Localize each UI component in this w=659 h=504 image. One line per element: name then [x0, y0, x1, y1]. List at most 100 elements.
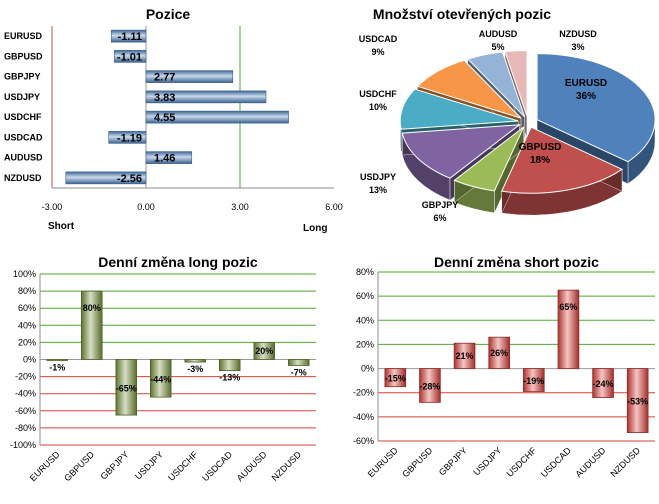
tick-label: 60% [18, 303, 36, 313]
bar [46, 359, 69, 361]
positions-chart-svg: Pozice EURUSD -1.11 GBPUSD -1.01 GBPJPY 2.77 US… [4, 6, 343, 234]
category-label: AUDUSD [574, 445, 608, 479]
bar [626, 368, 649, 433]
pie-slice [501, 126, 624, 194]
bar [419, 368, 441, 403]
category-label: GBPUSD [400, 445, 434, 479]
slice-label: GBPUSD [519, 142, 562, 153]
bar [145, 151, 193, 164]
bar [592, 368, 614, 398]
category-label: GBPUSD [4, 51, 43, 61]
bar [145, 70, 234, 83]
long-change-chart-svg: Denní změna long pozic -100% -80% -60% -40% -… [10, 254, 316, 483]
category-label: AUDUSD [4, 153, 43, 163]
tick-label: 3.00 [231, 202, 249, 212]
pie-slice [401, 124, 522, 179]
bar [108, 131, 147, 144]
open-positions-pie-svg: Množství otevřených pozic EURUSD 36% GBPUSD… [359, 6, 656, 223]
slice-label: GBPJPY [422, 200, 459, 210]
data-label: -13% [219, 373, 240, 383]
data-label: -53% [627, 397, 648, 407]
data-label: 2.77 [154, 72, 175, 84]
tick-label: 20% [18, 337, 36, 347]
category-label: GBPJPY [98, 449, 130, 481]
pie-slice [466, 51, 526, 118]
bar [523, 368, 545, 392]
chart-title: Množství otevřených pozic [373, 6, 551, 22]
chart-title: Pozice [146, 6, 191, 22]
tick-label: -20% [15, 372, 36, 382]
tick-label: -60% [353, 436, 374, 446]
category-label: USDCHF [4, 112, 42, 122]
chart-title: Denní změna long pozic [98, 254, 258, 270]
slice-label: USDCHF [359, 89, 397, 99]
data-label: -65% [116, 383, 137, 393]
data-label: -24% [593, 379, 614, 389]
bar [145, 110, 289, 124]
slice-value-label: 18% [530, 155, 550, 166]
category-label: USDCAD [200, 449, 234, 483]
slice-label: EURUSD [565, 78, 607, 89]
category-label: USDCHF [505, 445, 539, 479]
category-label: NZDUSD [4, 173, 42, 183]
category-label: USDCAD [539, 445, 573, 479]
category-label: USDJPY [471, 445, 503, 477]
tick-label: 0% [23, 355, 36, 365]
tick-label: -3.00 [42, 202, 63, 212]
slice-value-label: 5% [491, 42, 504, 52]
slice-value-label: 10% [369, 102, 387, 112]
slice-value-label: 36% [576, 91, 596, 102]
tick-label: 80% [18, 286, 36, 296]
tick-label: 80% [356, 267, 374, 277]
tick-label: -60% [15, 406, 36, 416]
tick-label: -40% [15, 389, 36, 399]
data-label: 4.55 [154, 112, 175, 124]
bar [488, 336, 510, 369]
category-label: USDJPY [4, 92, 40, 102]
data-label: -44% [150, 374, 171, 384]
category-label: NZDUSD [609, 445, 643, 479]
tick-label: 6.00 [325, 202, 343, 212]
data-label: -7% [291, 367, 307, 377]
bar [184, 359, 206, 363]
short-change-chart-svg: Denní změna short pozic -60% -40% -20% 0% 20%… [353, 254, 655, 479]
bar [453, 342, 476, 369]
data-label: 21% [456, 351, 474, 361]
slice-label: USDCAD [359, 34, 398, 44]
slice-label: NZDUSD [559, 29, 597, 39]
category-label: GBPJPY [437, 445, 469, 477]
category-label: AUDUSD [235, 449, 269, 483]
data-label: -1.01 [117, 51, 142, 63]
category-label: GBPUSD [62, 449, 96, 483]
bar [115, 359, 138, 416]
chart-title: Denní změna short pozic [434, 254, 599, 270]
data-label: -15% [385, 374, 406, 384]
pie-slice [504, 50, 528, 117]
open-positions-pie-chart: Množství otevřených pozic EURUSD 36% GBPUSD… [340, 0, 659, 240]
axis-label-short: Short [48, 221, 75, 232]
data-label: 26% [490, 348, 508, 358]
bar [65, 171, 147, 185]
tick-label: -40% [353, 412, 374, 422]
pie-slice [536, 53, 656, 163]
long-change-chart: Denní změna long pozic -100% -80% -60% -40% -… [0, 245, 320, 504]
tick-label: -100% [10, 440, 36, 450]
category-label: EURUSD [4, 31, 43, 41]
bar [287, 359, 310, 366]
data-label: -19% [523, 376, 544, 386]
data-label: 1.46 [154, 153, 175, 165]
category-label: NZDUSD [270, 449, 304, 483]
category-label: USDJPY [133, 449, 165, 481]
pie-slice [453, 126, 525, 192]
slice-value-label: 9% [371, 47, 384, 57]
tick-label: 40% [18, 320, 36, 330]
data-label: 20% [255, 346, 273, 356]
bar [110, 29, 147, 43]
data-label: -28% [419, 381, 440, 391]
data-label: -2.56 [117, 173, 142, 185]
data-label: -1.11 [118, 31, 142, 43]
tick-label: -20% [353, 388, 374, 398]
tick-label: 100% [13, 269, 36, 279]
bar [253, 342, 275, 360]
slice-value-label: 6% [433, 213, 446, 223]
